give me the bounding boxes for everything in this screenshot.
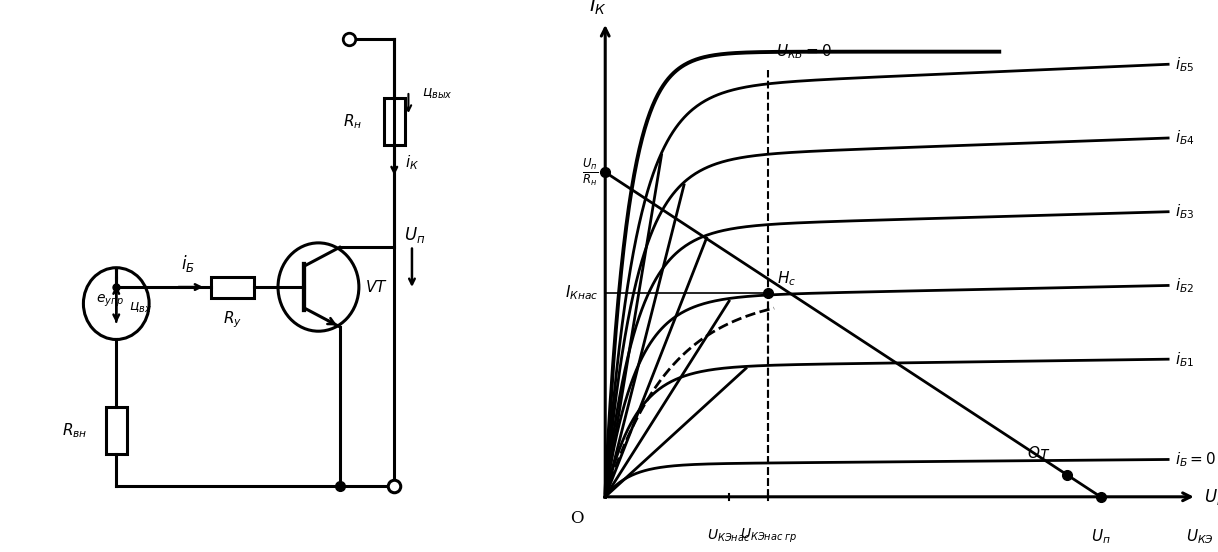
Text: $\frac{U_п}{R_н}$: $\frac{U_п}{R_н}$ (582, 156, 598, 188)
Text: $i_Б$: $i_Б$ (181, 253, 195, 274)
Text: $e_{упр}$: $e_{упр}$ (96, 293, 124, 309)
Text: $i_{Б5}$: $i_{Б5}$ (1175, 55, 1195, 73)
Text: $ц_{вх}$: $ц_{вх}$ (129, 301, 152, 315)
Text: $i_Б=0$: $i_Б=0$ (1175, 450, 1217, 469)
Text: $R_{вн}$: $R_{вн}$ (62, 421, 88, 440)
Text: $I_К$: $I_К$ (590, 0, 607, 17)
Text: $U_п$: $U_п$ (404, 225, 426, 245)
Bar (106, 407, 127, 454)
Text: $i_{Б3}$: $i_{Б3}$ (1175, 203, 1195, 221)
Text: $i_{Б1}$: $i_{Б1}$ (1175, 350, 1195, 369)
Text: $Н_с$: $Н_с$ (777, 269, 797, 288)
Text: $R_у$: $R_у$ (223, 310, 242, 331)
Text: $U_{КЭнас}$: $U_{КЭнас}$ (708, 527, 750, 544)
Text: $R_н$: $R_н$ (343, 112, 363, 131)
Text: $i_К$: $i_К$ (406, 153, 419, 172)
Text: $I_{Кнас}$: $I_{Кнас}$ (565, 283, 598, 302)
Text: $U_{КЭ}$: $U_{КЭ}$ (1203, 487, 1218, 507)
Text: $U_{КБ}=0$: $U_{КБ}=0$ (776, 43, 832, 61)
Text: $U_{КЭнас\ гр}$: $U_{КЭнас\ гр}$ (739, 527, 798, 545)
Text: $VT$: $VT$ (365, 279, 387, 295)
Text: $i_{Б2}$: $i_{Б2}$ (1175, 276, 1195, 295)
Text: $U_{КЭ}$: $U_{КЭ}$ (1186, 527, 1214, 546)
Text: $ц_{вых}$: $ц_{вых}$ (423, 87, 453, 101)
Text: O: O (570, 511, 583, 527)
Text: $От$: $От$ (1027, 444, 1050, 460)
Bar (384, 98, 404, 145)
Text: $U_п$: $U_п$ (1091, 527, 1111, 546)
Bar (211, 277, 255, 298)
Text: $i_{Б4}$: $i_{Б4}$ (1175, 129, 1195, 147)
